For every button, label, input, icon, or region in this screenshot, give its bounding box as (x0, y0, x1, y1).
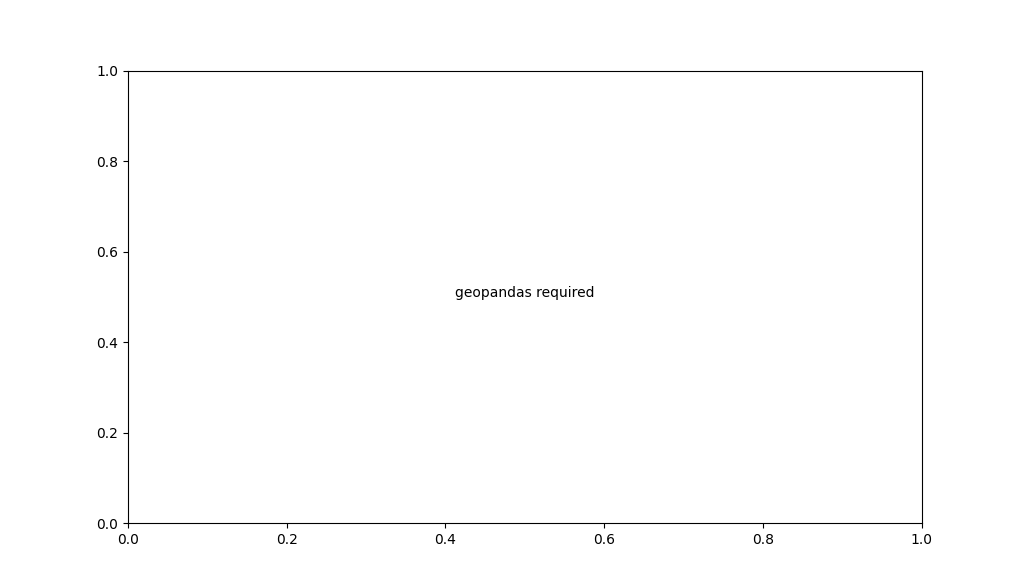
Text: geopandas required: geopandas required (455, 286, 595, 300)
